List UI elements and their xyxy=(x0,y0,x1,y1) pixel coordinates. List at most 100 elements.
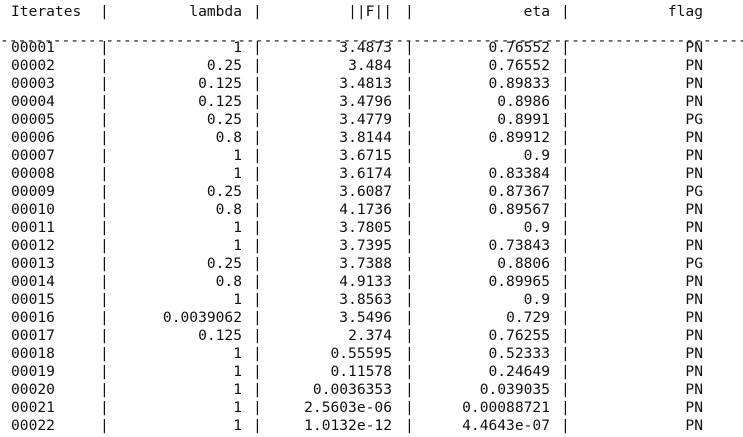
column-separator: | xyxy=(253,399,262,416)
iteration-number: 00019 xyxy=(11,363,55,380)
flag-value: PN xyxy=(685,291,703,308)
column-separator: | xyxy=(561,183,570,200)
flag-value: PN xyxy=(685,309,703,326)
column-separator: | xyxy=(561,39,570,56)
column-separator: | xyxy=(561,255,570,272)
iteration-number: 00006 xyxy=(11,129,55,146)
flag-value: PN xyxy=(685,363,703,380)
eta-value: 0.9 xyxy=(523,147,550,164)
header-lambda: lambda xyxy=(189,3,242,20)
column-separator: | xyxy=(405,129,414,146)
norm-f-value: 0.0036353 xyxy=(312,381,392,398)
column-separator: | xyxy=(561,111,570,128)
column-separator: | xyxy=(405,291,414,308)
norm-f-value: 3.484 xyxy=(348,57,392,74)
norm-f-value: 3.4873 xyxy=(339,39,392,56)
norm-f-value: 2.5603e-06 xyxy=(304,399,392,416)
iteration-number: 00009 xyxy=(11,183,55,200)
norm-f-value: 3.4796 xyxy=(339,93,392,110)
column-separator: | xyxy=(561,3,570,20)
table-row: 00009 | 0.25 | 3.6087 | 0.87367 | PG xyxy=(0,183,743,201)
iteration-number: 00016 xyxy=(11,309,55,326)
lambda-value: 1 xyxy=(233,417,242,434)
flag-value: PN xyxy=(685,237,703,254)
column-separator: | xyxy=(405,111,414,128)
column-separator: | xyxy=(561,381,570,398)
iteration-number: 00008 xyxy=(11,165,55,182)
iteration-number: 00021 xyxy=(11,399,55,416)
column-separator: | xyxy=(100,219,109,236)
flag-value: PN xyxy=(685,399,703,416)
table-row: 00014 | 0.8 | 4.9133 | 0.89965 | PN xyxy=(0,273,743,291)
eta-value: 0.24649 xyxy=(488,363,550,380)
norm-f-value: 1.0132e-12 xyxy=(304,417,392,434)
table-row: 00020 | 1 | 0.0036353 | 0.039035 | PN xyxy=(0,381,743,399)
flag-value: PG xyxy=(685,111,703,128)
table-row: 00021 | 1 | 2.5603e-06 | 0.00088721 | PN xyxy=(0,399,743,417)
iteration-number: 00001 xyxy=(11,39,55,56)
column-separator: | xyxy=(100,273,109,290)
lambda-value: 0.125 xyxy=(198,75,242,92)
eta-value: 0.89833 xyxy=(488,75,550,92)
column-separator: | xyxy=(405,381,414,398)
column-separator: | xyxy=(100,381,109,398)
iteration-number: 00012 xyxy=(11,237,55,254)
column-separator: | xyxy=(405,363,414,380)
lambda-value: 0.125 xyxy=(198,327,242,344)
column-separator: | xyxy=(100,201,109,218)
column-separator: | xyxy=(100,237,109,254)
table-row: 00012 | 1 | 3.7395 | 0.73843 | PN xyxy=(0,237,743,255)
lambda-value: 1 xyxy=(233,381,242,398)
flag-value: PN xyxy=(685,147,703,164)
column-separator: | xyxy=(405,183,414,200)
table-row: 00004 | 0.125 | 3.4796 | 0.8986 | PN xyxy=(0,93,743,111)
lambda-value: 1 xyxy=(233,147,242,164)
header-eta: eta xyxy=(523,3,550,20)
column-separator: | xyxy=(100,57,109,74)
column-separator: | xyxy=(253,381,262,398)
iteration-number: 00005 xyxy=(11,111,55,128)
eta-value: 0.76255 xyxy=(488,327,550,344)
column-separator: | xyxy=(561,309,570,326)
norm-f-value: 3.8144 xyxy=(339,129,392,146)
iteration-number: 00022 xyxy=(11,417,55,434)
column-separator: | xyxy=(100,165,109,182)
column-separator: | xyxy=(100,327,109,344)
eta-value: 0.729 xyxy=(506,309,550,326)
table-header: Iterates | lambda | ||F|| | eta | flag xyxy=(0,3,743,21)
norm-f-value: 3.5496 xyxy=(339,309,392,326)
lambda-value: 1 xyxy=(233,219,242,236)
column-separator: | xyxy=(100,255,109,272)
column-separator: | xyxy=(253,129,262,146)
norm-f-value: 3.6715 xyxy=(339,147,392,164)
column-separator: | xyxy=(561,273,570,290)
column-separator: | xyxy=(100,111,109,128)
iteration-number: 00010 xyxy=(11,201,55,218)
flag-value: PN xyxy=(685,417,703,434)
column-separator: | xyxy=(405,345,414,362)
column-separator: | xyxy=(561,129,570,146)
column-separator: | xyxy=(253,237,262,254)
column-separator: | xyxy=(405,237,414,254)
header-rule: ----------------------------------------… xyxy=(0,32,743,49)
flag-value: PN xyxy=(685,273,703,290)
table-row: 00016 | 0.0039062 | 3.5496 | 0.729 | PN xyxy=(0,309,743,327)
flag-value: PN xyxy=(685,219,703,236)
column-separator: | xyxy=(405,417,414,434)
lambda-value: 1 xyxy=(233,399,242,416)
column-separator: | xyxy=(405,147,414,164)
eta-value: 0.8986 xyxy=(497,93,550,110)
column-separator: | xyxy=(561,75,570,92)
norm-f-value: 3.7388 xyxy=(339,255,392,272)
lambda-value: 0.8 xyxy=(215,273,242,290)
iteration-number: 00020 xyxy=(11,381,55,398)
lambda-value: 0.25 xyxy=(206,255,242,272)
column-separator: | xyxy=(253,3,262,20)
column-separator: | xyxy=(253,183,262,200)
column-separator: | xyxy=(561,417,570,434)
column-separator: | xyxy=(405,3,414,20)
lambda-value: 1 xyxy=(233,39,242,56)
column-separator: | xyxy=(561,201,570,218)
eta-value: 4.4643e-07 xyxy=(462,417,550,434)
table-row: 00007 | 1 | 3.6715 | 0.9 | PN xyxy=(0,147,743,165)
